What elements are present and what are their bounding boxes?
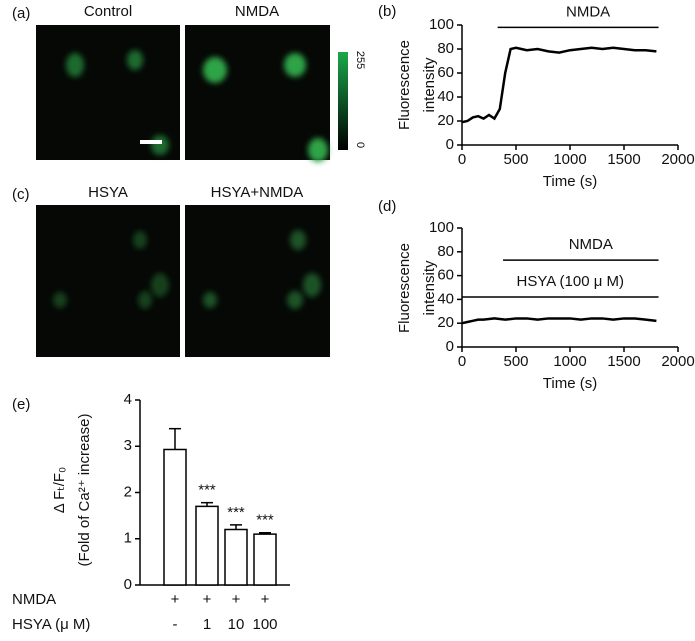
bar (224, 528, 248, 586)
row-cell: 1 (203, 616, 211, 633)
y-tick-label: 4 (124, 391, 132, 408)
annotation: HSYA (100 μ M) (516, 273, 624, 290)
y-tick-label: 40 (437, 290, 454, 307)
row-cell: + (171, 591, 180, 608)
y-tick-label: 60 (437, 267, 454, 284)
bar (195, 505, 219, 586)
x-tick-label: 1500 (607, 353, 640, 370)
y-tick-label: 2 (124, 483, 132, 500)
y-axis-label: Δ Fₜ/F₀ (51, 467, 68, 514)
row-cell: + (261, 591, 270, 608)
x-tick-label: 2000 (661, 151, 694, 168)
panel-label: (e) (12, 396, 30, 413)
colorbar-label: 255 (354, 51, 366, 69)
y-axis-label: intensity (421, 260, 438, 316)
image-title: Control (84, 3, 132, 20)
x-axis-label: Time (s) (543, 375, 597, 392)
x-tick-label: 500 (503, 353, 528, 370)
line (461, 317, 657, 325)
panel-label: (d) (378, 198, 396, 215)
bar (163, 448, 187, 586)
image-title: HSYA (88, 184, 128, 201)
panel-label: (a) (12, 5, 30, 22)
significance: *** (198, 482, 216, 499)
x-tick-label: 0 (458, 151, 466, 168)
x-tick-label: 2000 (661, 353, 694, 370)
y-tick-label: 60 (437, 64, 454, 81)
y-axis-label: Fluorescence (396, 40, 413, 130)
significance: *** (227, 504, 245, 521)
panel-label: (c) (12, 186, 30, 203)
y-tick-label: 0 (446, 136, 454, 153)
y-tick-label: 1 (124, 530, 132, 547)
y-axis-label: intensity (421, 57, 438, 113)
y-axis-label: Fluorescence (396, 243, 413, 333)
y-tick-label: 100 (429, 219, 454, 236)
row-cell: 100 (252, 616, 277, 633)
row-cell: + (232, 591, 241, 608)
y-tick-label: 3 (124, 437, 132, 454)
x-tick-label: 1000 (553, 151, 586, 168)
y-tick-label: 80 (437, 243, 454, 260)
x-tick-label: 1500 (607, 151, 640, 168)
x-tick-label: 500 (503, 151, 528, 168)
panel-label: (b) (378, 3, 396, 20)
image-title: NMDA (235, 3, 279, 20)
y-tick-label: 20 (437, 314, 454, 331)
y-tick-label: 80 (437, 40, 454, 57)
significance: *** (256, 512, 274, 529)
y-tick-label: 100 (429, 16, 454, 33)
x-tick-label: 1000 (553, 353, 586, 370)
row-cell: 10 (228, 616, 245, 633)
y-axis-label: (Fold of Ca²⁺ increase) (76, 414, 93, 567)
row-cell: + (203, 591, 212, 608)
micrographs (36, 25, 348, 357)
colorbar-label: 0 (354, 142, 366, 148)
bar (253, 533, 277, 586)
row-cell: - (173, 616, 178, 633)
y-tick-label: 20 (437, 112, 454, 129)
y-tick-label: 40 (437, 88, 454, 105)
line (461, 46, 657, 124)
row-label: NMDA (12, 591, 56, 608)
image-title: HSYA+NMDA (211, 184, 304, 201)
x-tick-label: 0 (458, 353, 466, 370)
annotation: NMDA (569, 236, 613, 253)
y-tick-label: 0 (124, 576, 132, 593)
y-tick-label: 0 (446, 338, 454, 355)
annotation: NMDA (566, 3, 610, 20)
x-axis-label: Time (s) (543, 173, 597, 190)
row-label: HSYA (μ M) (12, 616, 90, 633)
